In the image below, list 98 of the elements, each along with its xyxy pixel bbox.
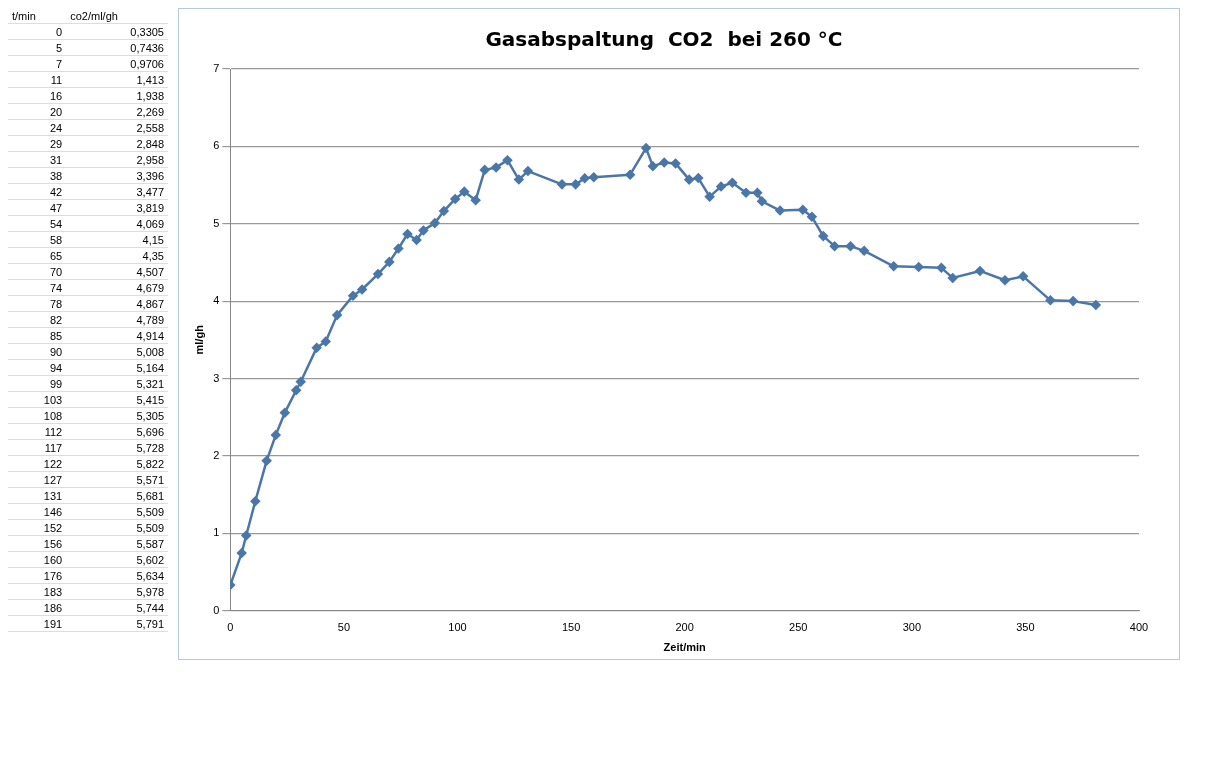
y-tick-label: 7 — [213, 62, 220, 75]
text: 5,681 — [66, 487, 168, 504]
text: 20 — [8, 103, 67, 120]
text: 54 — [8, 215, 67, 232]
text: 3,477 — [66, 183, 168, 200]
text: 5,305 — [66, 407, 168, 424]
text: 24 — [8, 119, 67, 136]
text: 74 — [8, 279, 67, 296]
text: 78 — [8, 295, 67, 312]
text: 4,507 — [66, 263, 168, 280]
text: 94 — [8, 359, 67, 376]
text: 5,696 — [66, 423, 168, 440]
text: 152 — [8, 519, 67, 536]
text: 5,744 — [66, 599, 168, 616]
text: co2/ml/gh — [66, 8, 168, 24]
text: 0,7436 — [66, 39, 168, 56]
text: 90 — [8, 343, 67, 360]
text: 38 — [8, 167, 67, 184]
x-tick-label: 300 — [902, 621, 922, 634]
text: 183 — [8, 583, 67, 600]
text: 5,791 — [66, 615, 168, 632]
text: 186 — [8, 599, 67, 616]
x-tick-label: 150 — [561, 621, 581, 634]
x-tick-label: 400 — [1129, 621, 1149, 634]
text: 2,848 — [66, 135, 168, 152]
text: 5,571 — [66, 471, 168, 488]
text: 16 — [8, 87, 67, 104]
text: 58 — [8, 231, 67, 248]
text: 42 — [8, 183, 67, 200]
x-tick-label: 0 — [227, 621, 234, 634]
x-tick-label: 250 — [789, 621, 808, 634]
text: 176 — [8, 567, 67, 584]
text: 160 — [8, 551, 67, 568]
text: 5,164 — [66, 359, 168, 376]
text: 5,634 — [66, 567, 168, 584]
text: 3,396 — [66, 167, 168, 184]
x-tick-label: 100 — [448, 621, 467, 634]
text: 117 — [8, 439, 67, 456]
y-axis-title: ml/gh — [192, 324, 205, 355]
y-tick-label: 5 — [213, 216, 220, 229]
text: 47 — [8, 199, 67, 216]
text: 131 — [8, 487, 67, 504]
x-tick-label: 350 — [1016, 621, 1035, 634]
text: 103 — [8, 391, 67, 408]
text: 5,822 — [66, 455, 168, 472]
text: 5,415 — [66, 391, 168, 408]
text: 122 — [8, 455, 67, 472]
text: 4,679 — [66, 279, 168, 296]
text: 29 — [8, 135, 67, 152]
text: 65 — [8, 247, 67, 264]
text: 3,819 — [66, 199, 168, 216]
text: 82 — [8, 311, 67, 328]
text: 2,958 — [66, 151, 168, 168]
x-tick-label: 50 — [337, 621, 351, 634]
text: 1,413 — [66, 71, 168, 88]
text: 0 — [8, 23, 67, 40]
text: 0,9706 — [66, 55, 168, 72]
text: 5,602 — [66, 551, 168, 568]
text: 5,587 — [66, 535, 168, 552]
text: 5,978 — [66, 583, 168, 600]
text: 11 — [8, 71, 67, 88]
text: 4,15 — [66, 231, 168, 248]
text: 5,728 — [66, 439, 168, 456]
text: 5,321 — [66, 375, 168, 392]
text: 0,3305 — [66, 23, 168, 40]
text: 70 — [8, 263, 67, 280]
text: 4,867 — [66, 295, 168, 312]
y-tick-label: 4 — [213, 294, 220, 307]
text: 108 — [8, 407, 67, 424]
text: 1,938 — [66, 87, 168, 104]
text: 5,509 — [66, 519, 168, 536]
text: 85 — [8, 327, 67, 344]
text: 5,509 — [66, 503, 168, 520]
text: 127 — [8, 471, 67, 488]
text: 99 — [8, 375, 67, 392]
text: 156 — [8, 535, 67, 552]
y-tick-label: 0 — [213, 603, 220, 616]
y-tick-label: 2 — [213, 448, 220, 461]
text: 191 — [8, 615, 67, 632]
text: 146 — [8, 503, 67, 520]
text: 112 — [8, 423, 67, 440]
text: 31 — [8, 151, 67, 168]
text: 4,35 — [66, 247, 168, 264]
chart-title: Gasabspaltung CO2 bei 260 °C — [485, 27, 843, 52]
text: 4,914 — [66, 327, 168, 344]
text: 4,789 — [66, 311, 168, 328]
text: 5 — [8, 39, 67, 56]
text: 5,008 — [66, 343, 168, 360]
text: 4,069 — [66, 215, 168, 232]
text: t/min — [8, 8, 67, 24]
text: 2,269 — [66, 103, 168, 120]
y-tick-label: 1 — [213, 526, 220, 539]
y-tick-label: 3 — [213, 371, 220, 384]
y-tick-label: 6 — [213, 139, 220, 152]
text: 7 — [8, 55, 67, 72]
text: 2,558 — [66, 119, 168, 136]
x-axis-title: Zeit/min — [663, 641, 707, 654]
x-tick-label: 200 — [675, 621, 694, 634]
